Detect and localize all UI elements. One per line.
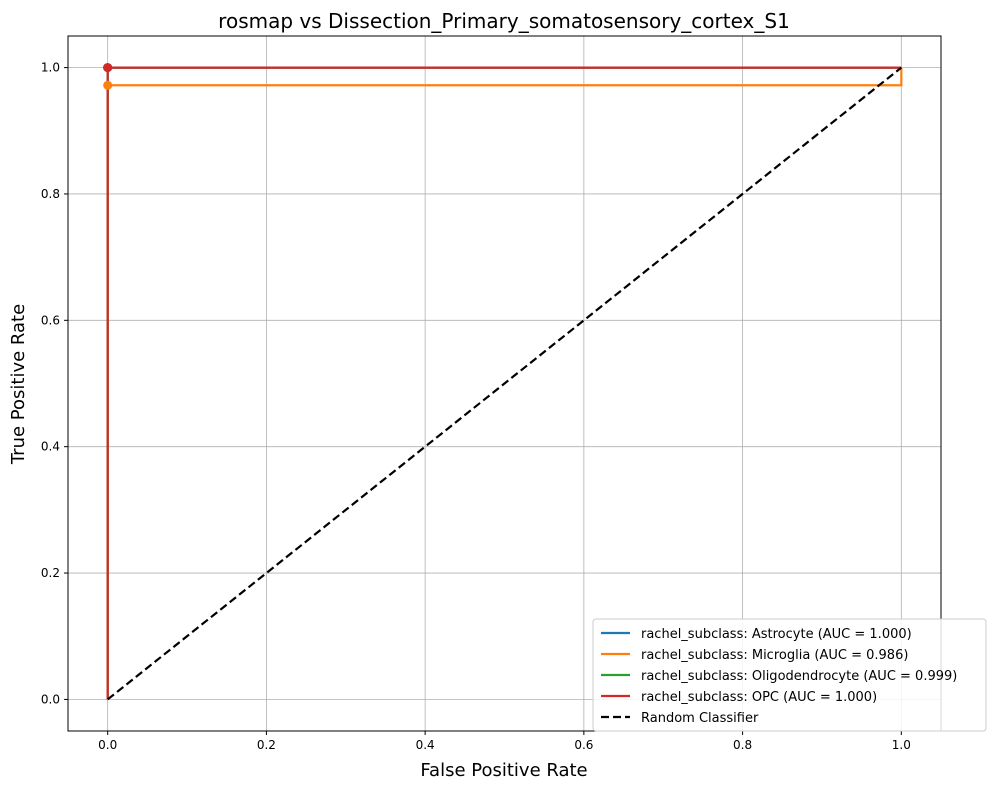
- x-tick-label: 0.0: [98, 738, 117, 752]
- y-axis-label: True Positive Rate: [8, 304, 29, 465]
- legend-label: rachel_subclass: Oligodendrocyte (AUC = …: [641, 669, 957, 684]
- y-tick-label: 0.4: [41, 440, 60, 454]
- legend-label: rachel_subclass: Astrocyte (AUC = 1.000): [641, 627, 912, 642]
- x-tick-label: 0.6: [574, 738, 593, 752]
- chart-title: rosmap vs Dissection_Primary_somatosenso…: [218, 9, 790, 33]
- legend-label: rachel_subclass: Microglia (AUC = 0.986): [641, 648, 908, 663]
- x-axis-ticks: 0.0 0.2 0.4 0.6 0.8 1.0: [98, 731, 911, 752]
- x-axis-label: False Positive Rate: [420, 760, 587, 781]
- x-tick-label: 0.2: [257, 738, 276, 752]
- x-tick-label: 0.8: [733, 738, 752, 752]
- legend-box: [592, 618, 987, 732]
- legend: rachel_subclass: Astrocyte (AUC = 1.000)…: [592, 618, 987, 732]
- y-tick-label: 0.6: [41, 313, 60, 327]
- plot-frame: [67, 35, 942, 732]
- legend-label: Random Classifier: [641, 711, 759, 726]
- y-axis-ticks: 0.0 0.2 0.4 0.6 0.8 1.0: [41, 61, 68, 706]
- threshold-marker-rachel-subclass-microglia: [103, 80, 113, 90]
- markers-layer: [103, 63, 113, 90]
- y-tick-label: 0.2: [41, 566, 60, 580]
- series-line-random-classifier: [106, 66, 903, 701]
- y-tick-label: 0.0: [41, 692, 60, 706]
- x-tick-label: 1.0: [892, 738, 911, 752]
- x-tick-label: 0.4: [416, 738, 435, 752]
- legend-label: rachel_subclass: OPC (AUC = 1.000): [641, 690, 877, 705]
- y-tick-label: 0.8: [41, 187, 60, 201]
- y-tick-label: 1.0: [41, 61, 60, 75]
- threshold-marker-rachel-subclass-opc: [103, 63, 113, 73]
